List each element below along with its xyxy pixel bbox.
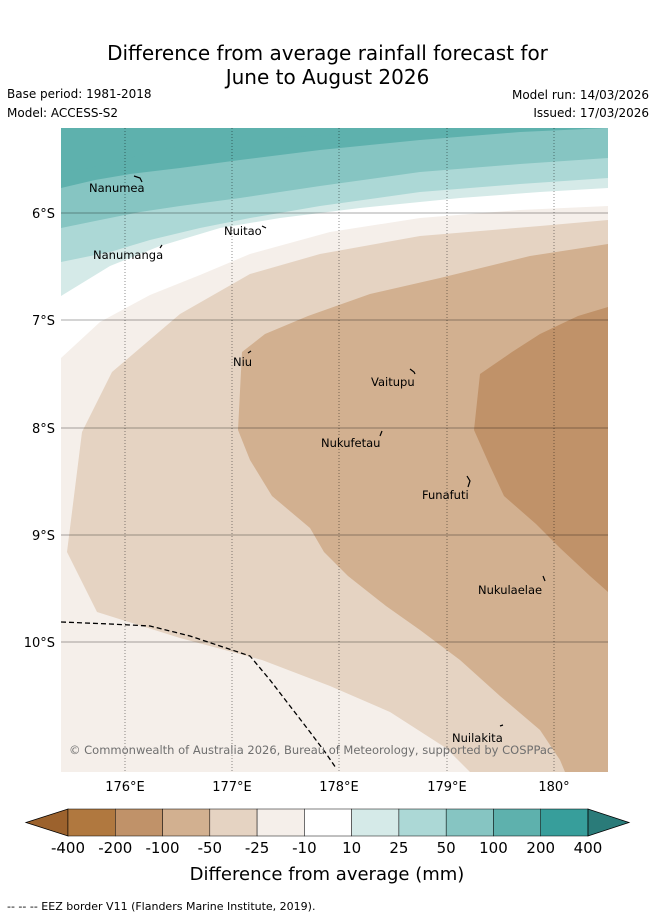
colorbar-arrow-low [24, 808, 69, 837]
colorbar-tick-label: -400 [51, 839, 85, 857]
colorbar-segment [351, 808, 400, 837]
colorbar-segment [115, 808, 163, 837]
island-shapes [133, 175, 546, 727]
nukufetau-shape [379, 430, 383, 437]
title-line-1: Difference from average rainfall forecas… [107, 41, 548, 65]
island-label-vaitupu: Vaitupu [371, 375, 415, 389]
lon-label-177e: 177°E [212, 780, 252, 795]
funafuti-shape [466, 475, 471, 488]
island-label-nanumanga: Nanumanga [93, 248, 163, 262]
colorbar-segment [398, 808, 447, 837]
colorbar-tick-label: -100 [146, 839, 180, 857]
colorbar [24, 808, 631, 837]
nuilakita-shape [499, 724, 504, 727]
colorbar-tick-label: 10 [342, 839, 361, 857]
lon-label-180: 180° [538, 780, 569, 795]
island-label-niu: Niu [233, 355, 252, 369]
colorbar-segment [209, 808, 258, 837]
colorbar-tick-label: 400 [574, 839, 603, 857]
title-line-2: June to August 2026 [225, 65, 430, 89]
island-label-nukulaelae: Nukulaelae [478, 583, 542, 597]
colorbar-tick-label: 25 [389, 839, 408, 857]
colorbar-segment [540, 808, 589, 837]
base-period: Base period: 1981-2018 [7, 87, 152, 101]
island-label-funafuti: Funafuti [422, 488, 469, 502]
colorbar-tick-label: -10 [292, 839, 317, 857]
colorbar-segment [445, 808, 494, 837]
nanumanga-shape [159, 244, 163, 249]
colorbar-tick-label: -50 [198, 839, 223, 857]
nanumea-shape [133, 175, 143, 183]
colorbar-tick-label: -200 [98, 839, 132, 857]
lat-label-6s: 6°S [32, 207, 55, 222]
island-label-nuilakita: Nuilakita [452, 731, 503, 745]
model-name: Model: ACCESS-S2 [7, 106, 119, 120]
lon-label-179e: 179°E [427, 780, 467, 795]
colorbar-tick-label: 50 [437, 839, 456, 857]
colorbar-segment [304, 808, 352, 837]
colorbar-tick-label: 100 [479, 839, 508, 857]
lat-label-7s: 7°S [32, 314, 55, 329]
rainfall-map: Nanumea Nanumanga Nuitao Niu Vaitupu Nuk… [61, 128, 608, 772]
model-run: Model run: 14/03/2026 [511, 88, 649, 102]
lat-label-8s: 8°S [32, 422, 55, 437]
island-label-nukufetau: Nukufetau [321, 436, 380, 450]
lat-label-9s: 9°S [32, 529, 55, 544]
colorbar-tick-label: 200 [526, 839, 555, 857]
niu-shape [247, 350, 252, 354]
colorbar-segment [256, 808, 305, 837]
copyright-notice: © Commonwealth of Australia 2026, Bureau… [69, 743, 553, 757]
colorbar-segment [162, 808, 211, 837]
nuitao-shape [261, 225, 267, 229]
graticule [61, 128, 608, 772]
island-label-nanumea: Nanumea [89, 181, 145, 195]
nukulaelae-shape [542, 575, 546, 582]
colorbar-arrow-high [587, 808, 631, 837]
colorbar-ticks: -400 -200 -100 -50 -25 -10 10 25 50 100 200 400 [51, 839, 602, 857]
lat-label-10s: 10°S [24, 636, 55, 651]
lon-label-176e: 176°E [105, 780, 145, 795]
island-label-nuitao: Nuitao [224, 224, 262, 238]
colorbar-label: Difference from average (mm) [190, 864, 465, 885]
band-minus100 [474, 307, 608, 592]
eez-footnote: -- -- -- EEZ border V11 (Flanders Marine… [7, 900, 316, 913]
lon-label-178e: 178°E [319, 780, 359, 795]
colorbar-tick-label: -25 [245, 839, 270, 857]
vaitupu-shape [409, 368, 416, 375]
issued-date: Issued: 17/03/2026 [533, 106, 649, 120]
band-plus200 [61, 128, 456, 172]
colorbar-segment [493, 808, 541, 837]
eez-border [61, 621, 337, 769]
colorbar-segment [67, 808, 116, 837]
